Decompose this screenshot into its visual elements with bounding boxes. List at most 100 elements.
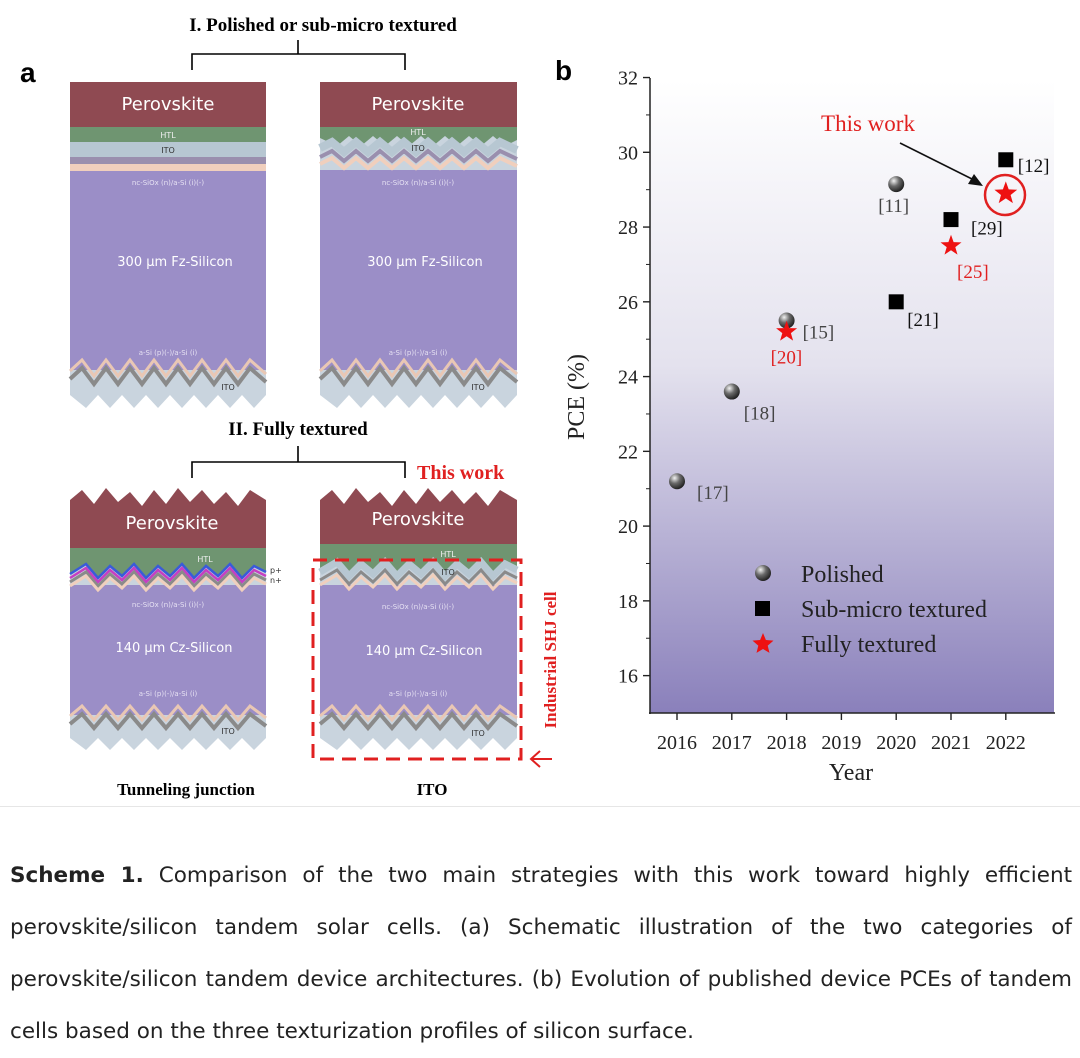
asi-layer-label: a-Si (p)(-)/a-Si (i) [389,690,448,698]
point-ref-label: [18] [744,404,776,425]
point-ref-label: [11] [878,196,909,217]
point-ref-label: [17] [697,483,729,504]
figure-caption: Scheme 1. Comparison of the two main str… [10,850,1072,1058]
industrial-cell-label: Industrial SHJ cell [541,591,560,728]
point-ref-label: [15] [803,323,835,344]
y-tick-label: 26 [618,292,638,314]
htl-label: HTL [160,131,176,140]
y-tick-label: 30 [618,142,638,164]
perovskite-layer [320,82,517,127]
y-tick-label: 18 [618,591,638,613]
point-fully-textured [776,320,798,341]
silicon-wafer [70,170,266,370]
htl-label: HTL [440,550,456,559]
point-sub-micro [888,294,904,310]
htl-label: HTL [410,128,426,137]
point-polished [778,312,795,329]
group-top-title: I. Polished or sub-micro textured [189,15,457,36]
nc-layer-label: nc-SiOx (n)/a-Si (i)(-) [132,601,204,609]
perovskite-label: Perovskite [122,94,215,115]
group-top-bracket [191,40,406,70]
silicon-label: 140 μm Cz-Silicon [115,641,232,656]
point-ref-label: [20] [771,348,803,369]
y-tick-label: 28 [618,217,638,239]
this-work-arrowhead [968,174,983,186]
ito-bottom-label: ITO [471,383,485,392]
x-tick-label: 2017 [712,732,752,754]
ito-bottom-label: ITO [471,729,485,738]
ito-layer [70,142,266,157]
silicon-wafer [320,585,517,715]
legend-square-marker [755,601,770,616]
y-tick-label: 24 [618,367,638,389]
point-ref-label: [25] [957,262,989,283]
silicon-label: 140 μm Cz-Silicon [365,644,482,659]
asi-layer-label: a-Si (p)(-)/a-Si (i) [139,349,198,357]
legend-submicro: Sub-micro textured [801,597,987,623]
this-work-arrow [899,142,981,184]
point-ref-label: [12] [1018,156,1050,177]
separator [0,806,1080,807]
y-tick-label: 20 [618,516,638,538]
point-this-work [994,181,1018,204]
htl-label: HTL [197,555,213,564]
nc-layer-label: nc-SiOx (n)/a-Si (i)(-) [382,603,454,611]
nc-layer-label: nc-SiOx (n)/a-Si (i)(-) [382,179,454,187]
industrial-cell-box [311,558,523,761]
x-tick-label: 2021 [931,732,971,754]
industrial-arrow [529,750,552,768]
x-tick-label: 2022 [986,732,1026,754]
silicon-label: 300 μm Fz-Silicon [117,255,232,270]
legend: Polished Sub-micro textured Fully textur… [752,562,987,658]
ito-label: ITO [161,146,175,155]
silicon-wafer [320,170,517,370]
legend-sphere-marker [755,565,771,581]
htl-layer [70,127,266,142]
perovskite-label: Perovskite [372,509,465,530]
data-points: [17] [18] [15] [11] [21] [29] [12] [20] [25] [669,152,1049,504]
legend-polished: Polished [801,562,884,588]
legend-fully-textured: Fully textured [801,632,936,658]
point-ref-label: [29] [971,219,1003,240]
silicon-wafer [70,585,266,715]
y-tick-label: 32 [618,68,638,90]
panel-a-letter: a [20,57,36,88]
y-tick-label: 22 [618,441,638,463]
ito-bottom-label: ITO [221,727,235,736]
n-plus-label: n+ [270,576,282,585]
p-plus-label: p+ [270,566,282,575]
perovskite-label: Perovskite [126,513,219,534]
point-polished [888,176,905,193]
asi-layer-label: a-Si (p)(-)/a-Si (i) [389,349,448,357]
point-sub-micro [943,212,959,228]
cell-cz-ito: Perovskite HTL ITO nc-SiOx (n)/a-Si (i)(… [318,488,519,750]
asi-layer-label: a-Si (p)(-)/a-Si (i) [139,690,198,698]
legend-star-marker [752,633,774,653]
perovskite-label: Perovskite [372,94,465,115]
point-polished [723,383,740,400]
y-axis-label: PCE (%) [564,354,590,440]
ito-label: ITO [441,568,455,577]
this-work-ring [983,173,1027,217]
this-work-label-b: This work [821,111,915,136]
x-tick-label: 2016 [657,732,697,754]
x-ticks: 2016 2017 2018 2019 2020 2021 2022 [657,713,1026,754]
htl-layer [70,548,266,578]
caption-label: Scheme 1. [10,863,144,888]
y-tick-label: 16 [618,666,638,688]
bottom-right-label: ITO [417,780,448,799]
x-axis-label: Year [829,760,873,786]
group-bottom-title: II. Fully textured [228,419,368,440]
scheme-figure: a I. Polished or sub-micro textured Pero… [20,15,1055,799]
cell-fz-submicro: Perovskite HTL ITO nc-SiOx (n)/a-Si (i)(… [318,82,519,408]
caption-text: Comparison of the two main strategies wi… [10,863,1072,1044]
silicon-label: 300 μm Fz-Silicon [367,255,482,270]
cell-fz-polished: Perovskite HTL ITO nc-SiOx (n)/a-Si (i)(… [68,82,268,408]
ito-bottom-label: ITO [221,383,235,392]
htl-layer [320,544,517,572]
x-tick-label: 2020 [876,732,916,754]
bottom-left-label: Tunneling junction [117,780,255,799]
perovskite-layer [320,488,517,544]
y-ticks: 16 18 20 22 24 26 28 30 32 [618,68,650,688]
